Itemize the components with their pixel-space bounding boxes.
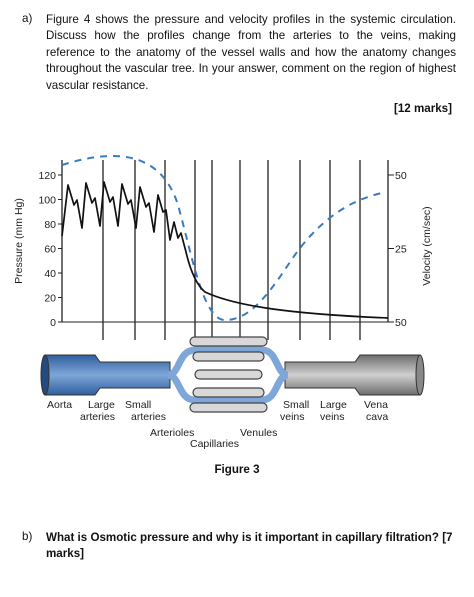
vessel-label: arteries bbox=[80, 411, 115, 423]
vessel-label: Large bbox=[88, 399, 115, 411]
pressure-axis-title: Pressure (mm Hg) bbox=[13, 198, 25, 284]
velocity-tick-label: 50 bbox=[395, 317, 407, 329]
question-label: a) bbox=[22, 12, 33, 25]
vessel-label: Small bbox=[125, 399, 151, 411]
pressure-tick-label: 120 bbox=[38, 170, 56, 182]
capillary-bed bbox=[167, 346, 289, 404]
vessel-label: veins bbox=[280, 411, 305, 423]
marks: [12 marks] bbox=[393, 102, 452, 115]
velocity-axis-title: Velocity (cm/sec) bbox=[421, 206, 433, 285]
vein-tube bbox=[284, 354, 421, 396]
vessel-label: arteries bbox=[131, 411, 166, 423]
vessel-label: Aorta bbox=[47, 399, 72, 411]
vessel-label: Vena bbox=[364, 399, 388, 411]
artery-end bbox=[40, 354, 50, 396]
vessel-label: veins bbox=[320, 411, 345, 423]
pressure-tick-label: 20 bbox=[44, 293, 56, 305]
question-text: What is Osmotic pressure and why is it i… bbox=[46, 531, 453, 561]
pressure-tick-label: 0 bbox=[50, 317, 56, 329]
question-label: b) bbox=[22, 530, 33, 543]
divider-lines bbox=[102, 160, 361, 340]
velocity-curve bbox=[61, 155, 383, 322]
capillaries bbox=[189, 336, 268, 413]
pressure-curve bbox=[61, 181, 389, 319]
figure-caption: Figure 3 bbox=[214, 463, 260, 476]
pressure-tick-label: 40 bbox=[44, 268, 56, 280]
artery-tube bbox=[44, 354, 171, 396]
question-text: Figure 4 shows the pressure and velocity… bbox=[46, 13, 456, 92]
vessel-label: Large bbox=[320, 399, 347, 411]
vessel-label: Small bbox=[283, 399, 309, 411]
vessel-label: Venules bbox=[240, 427, 277, 439]
velocity-tick-label: 50 bbox=[395, 170, 407, 182]
pressure-tick-label: 100 bbox=[38, 195, 56, 207]
vessel-label: cava bbox=[366, 411, 388, 423]
velocity-tick-label: 25 bbox=[395, 244, 407, 256]
pressure-tick-label: 80 bbox=[44, 219, 56, 231]
vessel-label: Arterioles bbox=[150, 427, 194, 439]
pressure-tick-label: 60 bbox=[44, 244, 56, 256]
vein-end bbox=[415, 354, 425, 396]
vessel-label: Capillaries bbox=[190, 438, 239, 450]
